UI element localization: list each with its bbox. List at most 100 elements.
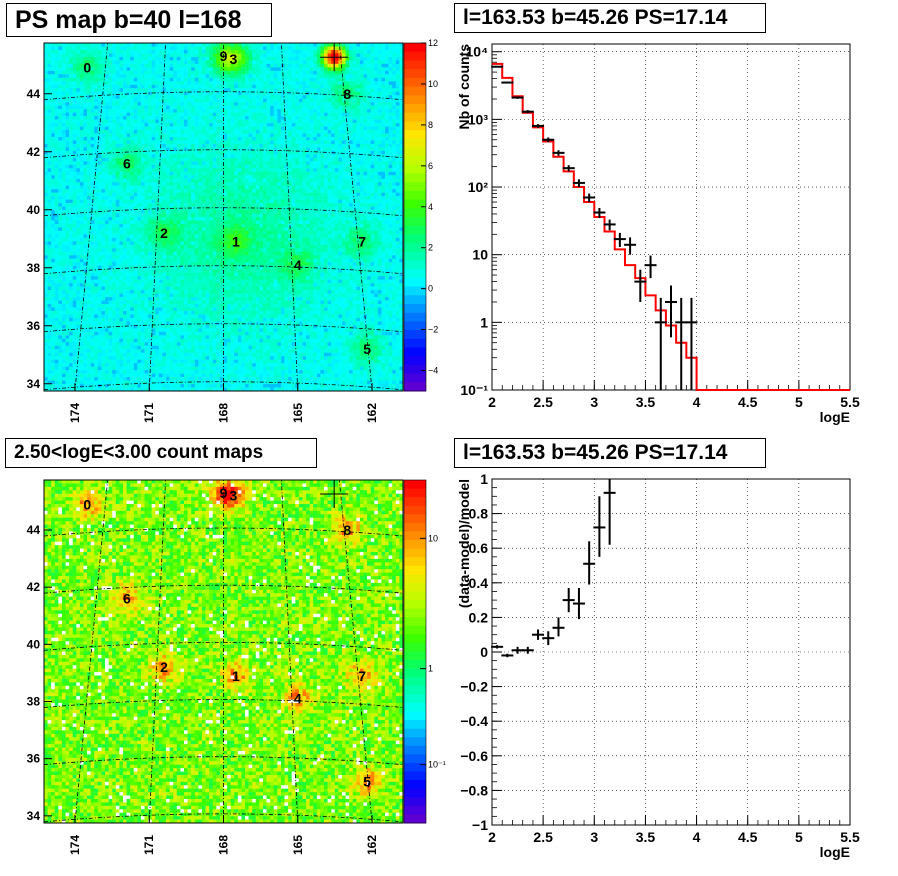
heatmap-cell: [119, 342, 124, 347]
heatmap-cell: [194, 95, 199, 99]
heatmap-cell: [205, 119, 210, 124]
heatmap-cell: [72, 342, 77, 347]
heatmap-cell: [115, 53, 120, 58]
heatmap-cell: [58, 81, 63, 86]
heatmap-cell: [219, 154, 224, 159]
heatmap-cell: [166, 88, 170, 93]
heatmap-cell: [180, 328, 185, 333]
heatmap-cell: [61, 63, 66, 68]
heatmap-cell: [162, 297, 167, 301]
heatmap-cell: [187, 98, 192, 103]
heatmap-cell: [205, 241, 210, 246]
heatmap-cell: [166, 150, 170, 155]
heatmap-cell: [162, 220, 167, 225]
heatmap-cell: [79, 293, 84, 298]
heatmap-cell: [169, 185, 174, 190]
heatmap-cell: [54, 328, 59, 333]
heatmap-cell: [166, 203, 170, 207]
heatmap-cell: [47, 77, 52, 82]
heatmap-cell: [137, 143, 142, 148]
heatmap-cell: [212, 178, 217, 183]
heatmap-cell: [137, 338, 142, 343]
heatmap-cell: [205, 269, 210, 273]
heatmap-cell: [94, 112, 99, 117]
heatmap-cell: [201, 154, 206, 159]
heatmap-cell: [148, 203, 152, 207]
heatmap-cell: [191, 314, 196, 319]
heatmap-cell: [219, 230, 224, 235]
heatmap-cell: [140, 290, 145, 294]
heatmap-cell: [216, 56, 221, 61]
heatmap-cell: [180, 81, 185, 86]
heatmap-cell: [219, 46, 224, 51]
heatmap-cell: [65, 84, 70, 89]
heatmap-cell: [69, 366, 74, 371]
heatmap-cell: [83, 98, 88, 103]
heatmap-cell: [166, 342, 170, 347]
heatmap-cell: [137, 199, 142, 204]
heatmap-cell: [58, 248, 63, 253]
heatmap-cell: [51, 178, 56, 183]
heatmap-cell: [219, 349, 224, 354]
heatmap-cell: [47, 123, 52, 127]
heatmap-cell: [209, 147, 214, 152]
heatmap-cell: [112, 95, 117, 99]
heatmap-cell: [101, 91, 106, 96]
heatmap-cell: [97, 116, 102, 120]
heatmap-cell: [219, 244, 224, 249]
heatmap-cell: [201, 217, 206, 221]
heatmap-cell: [54, 43, 59, 47]
heatmap-cell: [108, 349, 113, 354]
heatmap-cell: [151, 283, 156, 287]
heatmap-cell: [69, 74, 74, 79]
heatmap-cell: [126, 171, 131, 176]
heatmap-cell: [158, 56, 163, 61]
heatmap-cell: [97, 43, 102, 47]
heatmap-cell: [76, 112, 81, 117]
heatmap-cell: [126, 189, 131, 193]
heatmap-cell: [201, 150, 206, 155]
heatmap-cell: [173, 126, 178, 131]
heatmap-cell: [166, 304, 170, 308]
heatmap-cell: [79, 370, 84, 374]
heatmap-cell: [108, 84, 113, 89]
heatmap-cell: [198, 352, 203, 357]
heatmap-cell: [108, 370, 113, 374]
heatmap-cell: [169, 49, 174, 54]
heatmap-cell: [155, 95, 160, 99]
heatmap-cell: [54, 380, 59, 385]
heatmap-cell: [209, 43, 214, 47]
heatmap-cell: [101, 143, 106, 148]
heatmap-cell: [65, 349, 70, 354]
heatmap-cell: [144, 300, 149, 305]
heatmap-cell: [187, 210, 192, 214]
heatmap-cell: [148, 49, 152, 54]
heatmap-cell: [61, 310, 66, 315]
heatmap-cell: [115, 230, 120, 235]
heatmap-cell: [58, 359, 63, 364]
heatmap-cell: [122, 321, 127, 326]
heatmap-cell: [72, 359, 77, 364]
heatmap-cell: [54, 363, 59, 367]
heatmap-cell: [58, 262, 63, 267]
heatmap-cell: [219, 363, 224, 367]
heatmap-cell: [151, 363, 156, 367]
heatmap-cell: [140, 227, 145, 232]
heatmap-cell: [101, 262, 106, 267]
heatmap-cell: [112, 324, 117, 329]
heatmap-cell: [119, 196, 124, 200]
heatmap-cell: [54, 293, 59, 298]
heatmap-cell: [137, 384, 142, 388]
heatmap-cell: [54, 95, 59, 99]
heatmap-cell: [187, 140, 192, 145]
heatmap-cell: [54, 349, 59, 354]
heatmap-cell: [130, 314, 135, 319]
heatmap-cell: [130, 276, 135, 280]
heatmap-cell: [97, 286, 102, 291]
heatmap-cell: [187, 88, 192, 93]
heatmap-cell: [119, 189, 124, 193]
heatmap-cell: [166, 98, 170, 103]
heatmap-cell: [44, 338, 48, 343]
heatmap-cell: [219, 119, 224, 124]
heatmap-cell: [212, 116, 217, 120]
